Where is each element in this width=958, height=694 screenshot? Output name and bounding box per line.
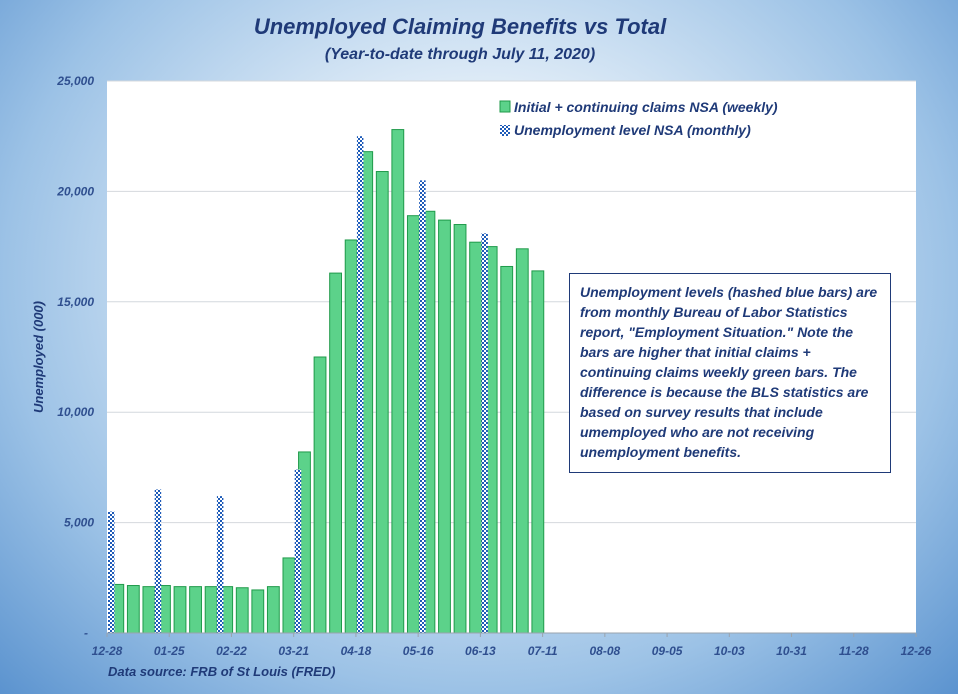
y-tick-label: 25,000 [56, 74, 94, 88]
claims-bar [173, 586, 187, 634]
claims-bar [235, 587, 249, 634]
y-axis-label: Unemployed (000) [31, 301, 46, 413]
unemployment-level-bar [108, 511, 115, 633]
claims-bar [515, 248, 529, 634]
x-tick-label: 06-13 [465, 644, 496, 658]
annotation-box: Unemployment levels (hashed blue bars) a… [569, 273, 891, 473]
claims-bar [329, 272, 342, 634]
claims-bar [375, 171, 389, 634]
x-tick-label: 10-31 [776, 644, 807, 658]
legend: Initial + continuing claims NSA (weekly)… [499, 99, 778, 138]
unemployment-level-bar [481, 233, 488, 634]
claims-bar [251, 589, 265, 634]
y-tick-label: 20,000 [56, 184, 94, 198]
x-tick-label: 10-03 [714, 644, 745, 658]
unemployment-level-bar [356, 136, 364, 633]
claims-bar [204, 586, 218, 634]
claims-bar [189, 586, 202, 634]
legend-swatch-claims [499, 100, 511, 113]
chart-subtitle: (Year-to-date through July 11, 2020) [324, 46, 596, 63]
data-source: Data source: FRB of St Louis (FRED) [108, 664, 336, 679]
unemployment-level-bar [419, 180, 426, 634]
claims-bar [438, 219, 451, 634]
claims-bar [453, 224, 467, 634]
claims-bar [406, 215, 420, 634]
chart-title: Unemployed Claiming Benefits vs Total [253, 14, 667, 39]
claims-bar [313, 356, 327, 634]
claims-bar [469, 241, 483, 634]
claims-bar [391, 129, 405, 634]
x-tick-label: 01-25 [154, 644, 185, 658]
legend-label-claims: Initial + continuing claims NSA (weekly) [514, 99, 778, 115]
x-tick-label: 02-22 [216, 644, 247, 658]
x-tick-label: 11-28 [839, 644, 869, 658]
x-tick-label: 03-21 [278, 644, 309, 658]
unemployment-level-bar [216, 496, 224, 633]
x-tick-label: 05-16 [403, 644, 434, 658]
unemployment-level-bar [294, 469, 302, 633]
claims-bar [531, 270, 545, 634]
y-tick-label: 10,000 [57, 405, 94, 419]
claims-bar [142, 586, 156, 634]
claims-bar [126, 585, 140, 634]
claims-bar [500, 265, 514, 634]
x-tick-label: 12-26 [901, 644, 932, 658]
claims-bar [266, 586, 280, 634]
unemployment-level-bar [154, 489, 162, 633]
x-tick-label: 12-28 [92, 644, 123, 658]
x-tick-label: 08-08 [589, 644, 620, 658]
x-tick-label: 04-18 [341, 644, 372, 658]
legend-swatch-level [500, 125, 510, 136]
y-tick-label: - [84, 626, 88, 640]
y-tick-label: 15,000 [57, 295, 94, 309]
legend-label-level: Unemployment level NSA (monthly) [514, 122, 751, 138]
x-tick-label: 09-05 [652, 644, 683, 658]
claims-bar [344, 239, 358, 634]
y-tick-label: 5,000 [64, 516, 94, 530]
claims-bar [282, 557, 296, 634]
x-tick-label: 07-11 [528, 644, 558, 658]
